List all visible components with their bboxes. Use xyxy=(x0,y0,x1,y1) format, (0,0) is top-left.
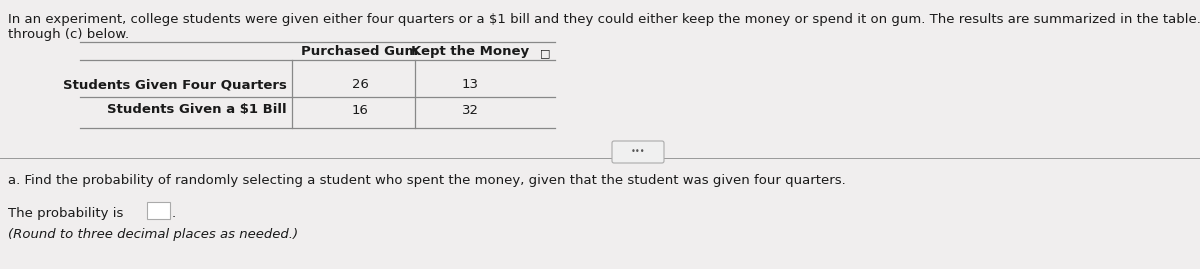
Text: 13: 13 xyxy=(462,79,479,91)
Text: The probability is: The probability is xyxy=(8,207,124,220)
Text: .: . xyxy=(172,207,176,220)
Text: a. Find the probability of randomly selecting a student who spent the money, giv: a. Find the probability of randomly sele… xyxy=(8,174,846,187)
Text: (Round to three decimal places as needed.): (Round to three decimal places as needed… xyxy=(8,228,298,241)
Text: 16: 16 xyxy=(352,104,368,116)
Text: 26: 26 xyxy=(352,79,368,91)
Text: •••: ••• xyxy=(631,147,646,157)
Text: through (c) below.: through (c) below. xyxy=(8,28,130,41)
Text: In an experiment, college students were given either four quarters or a $1 bill : In an experiment, college students were … xyxy=(8,13,1200,26)
Text: Students Given a $1 Bill: Students Given a $1 Bill xyxy=(107,104,287,116)
FancyBboxPatch shape xyxy=(612,141,664,163)
Text: Purchased Gum: Purchased Gum xyxy=(301,45,419,58)
Text: □: □ xyxy=(540,48,551,58)
Text: Students Given Four Quarters: Students Given Four Quarters xyxy=(64,79,287,91)
Text: 32: 32 xyxy=(462,104,479,116)
FancyBboxPatch shape xyxy=(146,201,169,218)
Text: Kept the Money: Kept the Money xyxy=(410,45,529,58)
